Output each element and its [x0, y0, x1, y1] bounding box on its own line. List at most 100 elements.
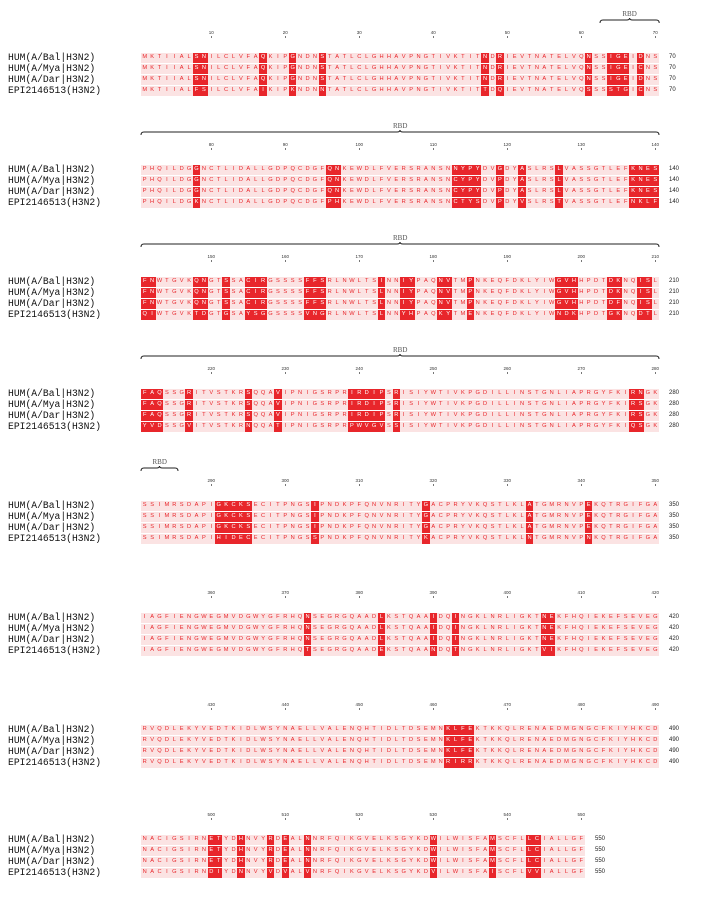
residue: S: [172, 401, 177, 407]
residue: S: [312, 625, 317, 631]
residue: I: [348, 400, 356, 410]
residue: N: [237, 868, 245, 878]
residue: S: [142, 524, 147, 530]
residue: V: [638, 636, 643, 642]
residue: A: [238, 278, 243, 284]
residue: A: [483, 847, 487, 853]
residue: C: [261, 513, 266, 519]
residue: C: [451, 176, 460, 186]
residue: E: [253, 513, 258, 519]
residue: I: [166, 188, 168, 194]
residue: N: [623, 300, 628, 306]
residue: V: [363, 422, 371, 432]
residue: F: [609, 412, 613, 418]
residue: V: [386, 166, 391, 172]
residue: T: [609, 524, 613, 530]
residue: P: [335, 390, 339, 396]
residue: I: [173, 625, 176, 631]
residue: I: [370, 389, 378, 399]
residue: Q: [155, 389, 164, 399]
row-end-position: 70: [669, 76, 676, 82]
residue: E: [622, 53, 630, 63]
residue: A: [194, 513, 199, 519]
residue: Q: [259, 53, 267, 63]
position-tick-label: 330: [503, 478, 512, 483]
residue: V: [179, 300, 184, 306]
residue: V: [490, 177, 495, 183]
residue: R: [629, 400, 637, 410]
residue: G: [542, 513, 547, 519]
rbd-annotation: RBD: [140, 346, 660, 360]
residue: Q: [364, 535, 369, 541]
residue: M: [223, 614, 229, 620]
alignment-block: RBD 10 20 30 40 50 60 70 HUM(A/Bal|H3N2) M K T I I A L S…: [0, 10, 703, 140]
residue: S: [623, 647, 628, 653]
residue: T: [372, 726, 376, 732]
residue: N: [246, 858, 251, 864]
residue: L: [379, 869, 384, 875]
residue: R: [320, 847, 325, 853]
residue: H: [379, 54, 384, 60]
residue: R: [557, 524, 562, 530]
residue: I: [513, 614, 516, 620]
residue: S: [438, 199, 443, 205]
residue: E: [557, 65, 561, 71]
residue: E: [512, 87, 517, 93]
residue: Y: [416, 524, 421, 530]
residue: Q: [482, 535, 488, 541]
residue: D: [562, 310, 571, 320]
row-end-position: 210: [669, 278, 680, 284]
residue: R: [444, 758, 452, 768]
residue: S: [438, 166, 443, 172]
residue: D: [305, 199, 310, 205]
residue: G: [475, 423, 480, 429]
residue: G: [222, 310, 230, 320]
alignment-block: RBD 80 90 100 110 120 130 140 HUM(A/Bal|H3N2) P H Q…: [0, 122, 703, 252]
residue: A: [653, 524, 658, 530]
residue: I: [624, 401, 627, 407]
residue: L: [254, 726, 258, 732]
residue: G: [215, 523, 223, 533]
alignment-block: RBD 220 230 240 250 260 270 280 HUM(A/Bal|H3N2) F…: [0, 346, 703, 476]
residue: Q: [297, 636, 303, 642]
residue: V: [238, 76, 243, 82]
residue: P: [377, 411, 386, 421]
position-tick-label: 350: [651, 478, 660, 483]
residue: R: [394, 524, 399, 530]
residue: L: [335, 278, 339, 284]
sequence-name: HUM(A/Bal|H3N2): [8, 500, 96, 511]
row-end-position: 550: [595, 847, 606, 853]
residue: E: [394, 166, 399, 172]
residue: A: [549, 847, 554, 853]
residue: L: [261, 199, 265, 205]
residue: W: [201, 636, 207, 642]
residue: K: [268, 87, 273, 93]
residue: V: [468, 535, 473, 541]
residue: D: [216, 737, 221, 743]
residue: N: [460, 625, 465, 631]
position-tick-label: 210: [651, 254, 660, 259]
residue: K: [527, 625, 532, 631]
residue: R: [496, 53, 504, 63]
residue: H: [290, 647, 295, 653]
position-tick-mark: [211, 36, 212, 38]
residue: P: [290, 401, 295, 407]
residue: V: [238, 65, 243, 71]
residue: W: [452, 847, 459, 853]
residue: G: [268, 278, 273, 284]
sequence-row: EPI2146513(H3N2) S S I M R S D A P I H I D E C E C I T P N G S S…: [0, 533, 703, 544]
residue: D: [505, 177, 510, 183]
residue: S: [409, 199, 413, 205]
residue: A: [179, 76, 184, 82]
residue: G: [246, 647, 251, 653]
residue: P: [579, 401, 584, 407]
sequence-name: HUM(A/Bal|H3N2): [8, 724, 96, 735]
residue: A: [423, 177, 428, 183]
residue: G: [186, 188, 192, 194]
residue: F: [579, 869, 584, 875]
residue: A: [542, 726, 547, 732]
residue: K: [222, 523, 230, 533]
residue: I: [429, 613, 437, 623]
